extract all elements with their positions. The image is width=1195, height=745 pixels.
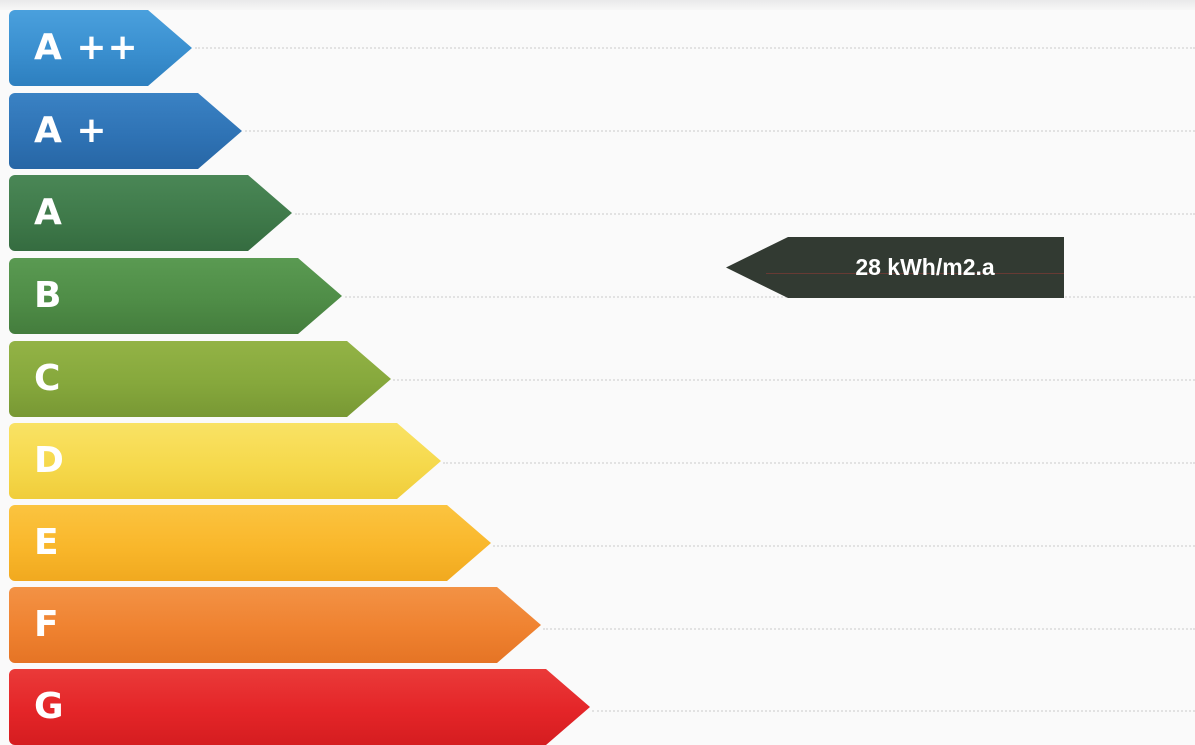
- guide-line-d: [443, 462, 1195, 464]
- guide-line-g: [592, 710, 1195, 712]
- rating-indicator-line: [766, 273, 1064, 274]
- guide-line-a: [295, 213, 1195, 215]
- guide-line-a-plus-plus: [195, 47, 1195, 49]
- guide-line-a-plus: [245, 130, 1195, 132]
- class-label-b: B: [34, 275, 63, 316]
- class-label-a-plus: A +: [34, 110, 108, 151]
- class-label-g: G: [34, 686, 65, 727]
- class-bar-a: A: [9, 175, 292, 251]
- guide-line-b: [345, 296, 1195, 298]
- guide-line-f: [543, 628, 1195, 630]
- class-bar-b: B: [9, 258, 342, 334]
- class-label-f: F: [34, 604, 60, 645]
- class-label-c: C: [34, 358, 62, 399]
- rating-indicator-arrow: [726, 237, 1064, 298]
- class-bar-c: C: [9, 341, 391, 417]
- class-bar-e: E: [9, 505, 491, 581]
- class-bar-d: D: [9, 423, 441, 499]
- class-label-a-plus-plus: A ++: [34, 27, 139, 68]
- class-label-d: D: [34, 440, 65, 481]
- class-label-a: A: [34, 192, 63, 233]
- class-label-e: E: [34, 522, 60, 563]
- class-bar-a-plus: A +: [9, 93, 242, 169]
- class-bar-g: G: [9, 669, 590, 745]
- rating-value: 28 kWh/m2.a: [855, 254, 995, 280]
- class-bar-f: F: [9, 587, 541, 663]
- top-edge: [0, 0, 1195, 10]
- guide-line-c: [393, 379, 1195, 381]
- guide-line-e: [493, 545, 1195, 547]
- class-bar-a-plus-plus: A ++: [9, 10, 192, 86]
